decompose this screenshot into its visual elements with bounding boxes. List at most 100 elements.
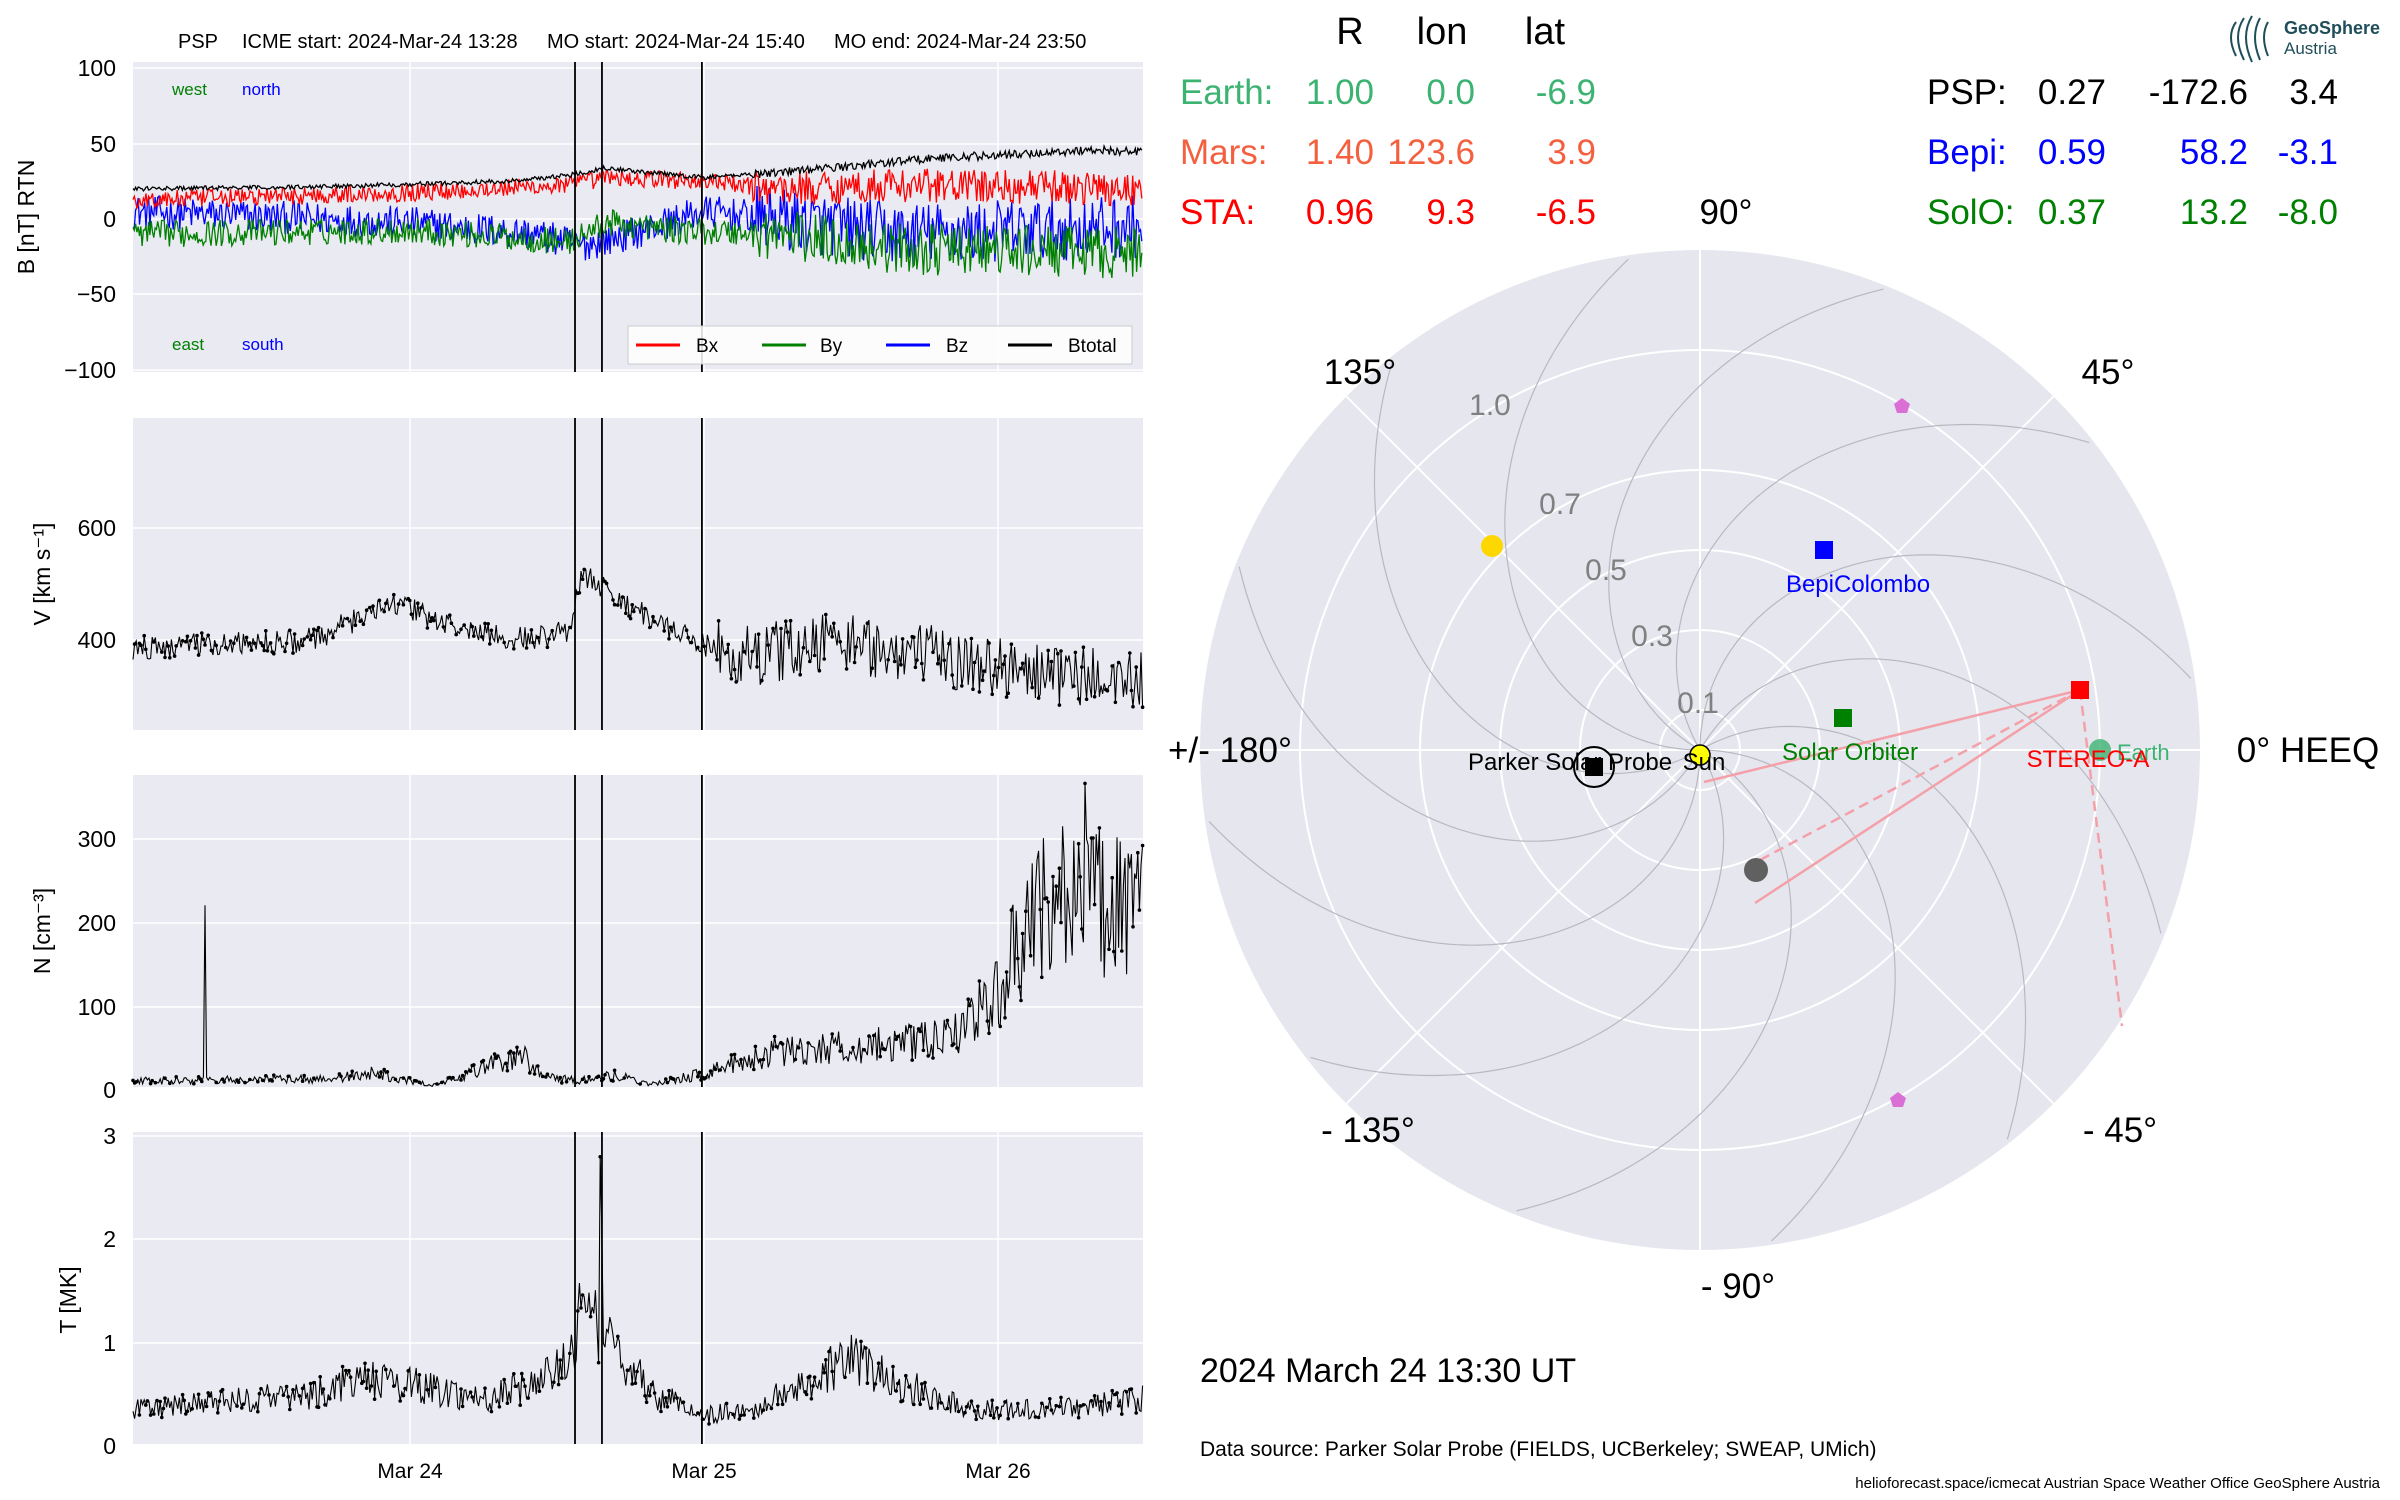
pos-name-2: SolO:	[1927, 193, 2015, 232]
xtick-mar25: Mar 25	[671, 1460, 736, 1483]
ytick-t-3: 3	[103, 1123, 116, 1149]
ytick-t-1: 1	[103, 1330, 116, 1356]
ytick-n-200: 200	[78, 910, 116, 936]
polar-spoke-135	[1345, 395, 1701, 751]
panel-n-event-lines	[574, 775, 703, 1087]
positions-table: R lon lat Earth: 1.00 0.0 -6.9 Mars: 1.40 123.…	[1180, 11, 2338, 232]
ytick-n-300: 300	[78, 826, 116, 852]
header-mo-start: MO start: 2024-Mar-24 15:40	[547, 31, 805, 53]
pos-r-1: 1.40	[1306, 133, 1374, 172]
psp-marker	[1585, 758, 1603, 776]
pentagon-marker-top	[1894, 398, 1910, 413]
angle-label-m45: - 45°	[2083, 1111, 2157, 1150]
header-icme-start: ICME start: 2024-Mar-24 13:28	[242, 31, 518, 53]
spiral-2	[1699, 658, 2162, 934]
pos-lat-1: 3.9	[1547, 133, 1596, 172]
ytick-b-0: 0	[103, 206, 116, 232]
pos-lat-2: -6.5	[1536, 193, 1596, 232]
bepicolombo-label: BepiColombo	[1786, 571, 1930, 598]
sta-line-4	[2078, 689, 2124, 1027]
spiral-9	[1208, 750, 1701, 946]
panel-t-series	[132, 1155, 1144, 1426]
col-r-header: R	[1336, 11, 1363, 53]
pos-r-0: 1.00	[1306, 73, 1374, 112]
logo-line1: GeoSphere	[2284, 18, 2380, 38]
xtick-mar26: Mar 26	[965, 1460, 1030, 1483]
panel-b-series	[132, 143, 1143, 279]
ytick-n-100: 100	[78, 994, 116, 1020]
angle-label-m90: - 90°	[1701, 1267, 1775, 1306]
series-t	[132, 1156, 1144, 1425]
credits: helioforecast.space/icmecat Austrian Spa…	[1855, 1475, 2380, 1492]
panel-b-ylabel: B [nT] RTN	[13, 160, 39, 275]
parker-spirals	[1208, 258, 2192, 1242]
sta-field-lines	[1703, 688, 2124, 1027]
earth-label: Earth	[2117, 740, 2170, 765]
panel-v-background	[133, 418, 1143, 730]
polar-spoke-45	[1699, 395, 2055, 751]
positions-right-rows: PSP: 0.27 -172.6 3.4 Bepi: 0.59 58.2 -3.1 SolO: 0…	[1927, 73, 2338, 232]
geosphere-icon	[2230, 15, 2269, 63]
psp-ring	[1573, 746, 1615, 788]
rlabel-0-1: 0.1	[1677, 687, 1719, 720]
psp-label: Parker Solar Probe	[1468, 749, 1672, 776]
rlabel-0-7: 0.7	[1539, 488, 1581, 521]
pos-lon-0: 0.0	[1426, 73, 1475, 112]
panel-magnetic-field: B [nT] RTN 100 50 0 −50 −100 west north …	[13, 55, 1143, 383]
panel-b-yticks: 100 50 0 −50 −100	[64, 55, 116, 383]
stereo-a-marker	[2071, 681, 2089, 699]
panel-t-ylabel: T [MK]	[55, 1266, 81, 1333]
panel-t-event-lines	[574, 1132, 703, 1444]
ytick-t-2: 2	[103, 1226, 116, 1252]
x-tick-labels: Mar 24 Mar 25 Mar 26	[377, 1460, 1030, 1483]
polar-spoke-225	[1345, 749, 1701, 1105]
legend-bx-label: Bx	[696, 336, 719, 357]
polar-angle-labels: 0° HEEQ 45° 90° 135° +/- 180° - 135° - 9…	[1168, 193, 2379, 1306]
header-mo-end: MO end: 2024-Mar-24 23:50	[834, 31, 1086, 53]
mars-marker	[1481, 535, 1503, 557]
angle-label-0: 0° HEEQ	[2237, 731, 2379, 770]
pos-lon-1: 58.2	[2180, 133, 2248, 172]
header-spacecraft: PSP	[178, 31, 218, 53]
ytick-b-50: 50	[90, 131, 116, 157]
pos-lat-1: -3.1	[2278, 133, 2338, 172]
pos-r-2: 0.37	[2038, 193, 2106, 232]
legend-bz-label: Bz	[946, 336, 968, 357]
pos-name-2: STA:	[1180, 193, 1255, 232]
panel-b-event-lines	[574, 62, 703, 372]
spiral-5	[1608, 288, 1884, 751]
spiral-10	[1310, 749, 1725, 1077]
series-n	[132, 783, 1144, 1088]
pos-lat-0: -6.9	[1536, 73, 1596, 112]
panel-n-series	[131, 781, 1145, 1088]
pos-lon-0: -172.6	[2149, 73, 2248, 112]
spiral-7	[1373, 360, 1701, 775]
solar-orbiter-label: Solar Orbiter	[1782, 739, 1918, 766]
xtick-mar24: Mar 24	[377, 1460, 443, 1483]
ytick-b-100: 100	[78, 55, 116, 81]
label-east: east	[172, 335, 204, 354]
pos-r-2: 0.96	[1306, 193, 1374, 232]
panel-n-ylabel: N [cm⁻³]	[29, 888, 55, 974]
bepicolombo-marker	[1815, 541, 1833, 559]
spiral-4	[1675, 423, 2090, 751]
ytick-t-0: 0	[103, 1433, 116, 1459]
datetime-label: 2024 March 24 13:30 UT	[1200, 1352, 1576, 1390]
series-v	[132, 568, 1144, 708]
positions-left-rows: Earth: 1.00 0.0 -6.9 Mars: 1.40 123.6 3.9 STA: 0.…	[1180, 73, 1596, 232]
rlabel-0-5: 0.5	[1585, 554, 1627, 587]
panel-v-series	[132, 567, 1145, 709]
panel-t-background	[133, 1132, 1143, 1444]
pos-lon-2: 9.3	[1426, 193, 1475, 232]
panel-b-legend: Bx By Bz Btotal	[627, 325, 1133, 365]
spiral-6	[1504, 258, 1700, 751]
series-btotal	[132, 143, 1143, 193]
solar-orbiter-marker	[1834, 709, 1852, 727]
panel-t-grid	[133, 1132, 1143, 1447]
pos-r-0: 0.27	[2038, 73, 2106, 112]
spiral-8	[1238, 566, 1701, 842]
pos-lat-0: 3.4	[2289, 73, 2338, 112]
spiral-3	[1699, 554, 2192, 750]
sta-line-3	[1759, 688, 2081, 862]
